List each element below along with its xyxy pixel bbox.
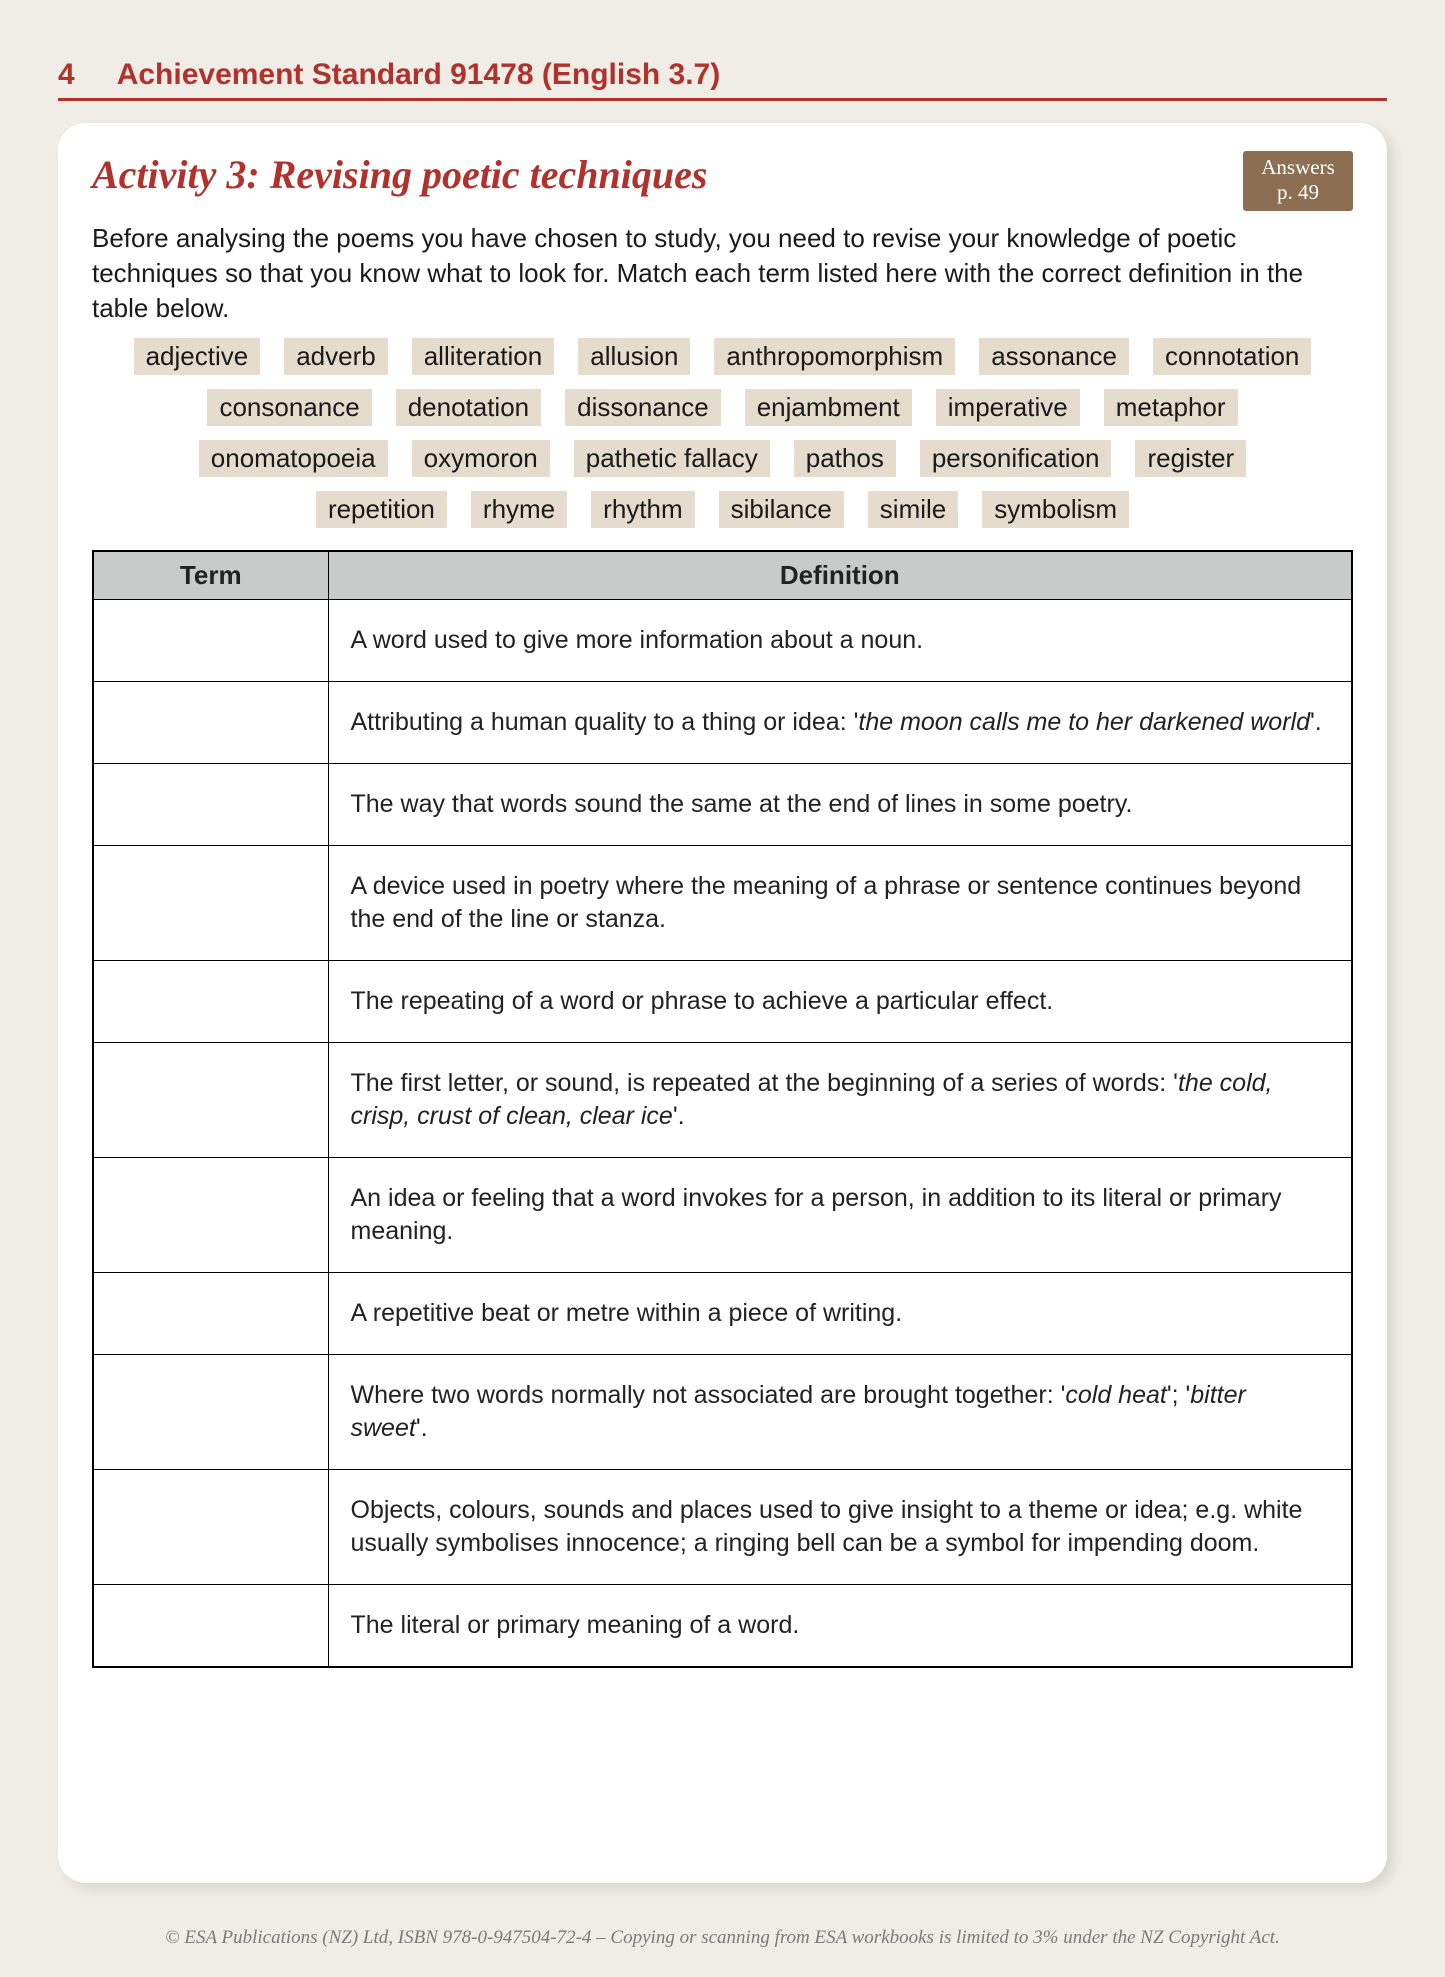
definition-cell: An idea or feeling that a word invokes f…	[328, 1157, 1352, 1272]
term-chip: register	[1135, 440, 1246, 477]
table-row: The first letter, or sound, is repeated …	[93, 1042, 1352, 1157]
term-cell[interactable]	[93, 1272, 328, 1354]
term-chip: adjective	[134, 338, 261, 375]
table-row: A word used to give more information abo…	[93, 599, 1352, 681]
term-chip: oxymoron	[412, 440, 550, 477]
table-row: Objects, colours, sounds and places used…	[93, 1469, 1352, 1584]
term-cell[interactable]	[93, 1157, 328, 1272]
term-chip: denotation	[396, 389, 541, 426]
term-chip: anthropomorphism	[714, 338, 955, 375]
term-chip: connotation	[1153, 338, 1311, 375]
answers-label: Answers	[1257, 155, 1339, 180]
term-cell[interactable]	[93, 1042, 328, 1157]
term-chip: enjambment	[745, 389, 912, 426]
term-chip: metaphor	[1104, 389, 1238, 426]
term-cell[interactable]	[93, 1584, 328, 1667]
table-row: The literal or primary meaning of a word…	[93, 1584, 1352, 1667]
th-term: Term	[93, 551, 328, 600]
term-cell[interactable]	[93, 845, 328, 960]
term-chip: allusion	[578, 338, 690, 375]
content-card: Activity 3: Revising poetic techniques A…	[58, 123, 1387, 1883]
term-chip: alliteration	[412, 338, 555, 375]
term-chip: personification	[920, 440, 1112, 477]
term-chip: assonance	[979, 338, 1129, 375]
term-chip: dissonance	[565, 389, 721, 426]
page-header: 4 Achievement Standard 91478 (English 3.…	[58, 58, 1387, 101]
page-number: 4	[58, 58, 75, 92]
term-cell[interactable]	[93, 599, 328, 681]
term-chip: onomatopoeia	[199, 440, 388, 477]
header-title: Achievement Standard 91478 (English 3.7)	[117, 58, 721, 92]
definition-cell: The first letter, or sound, is repeated …	[328, 1042, 1352, 1157]
footer-copyright: © ESA Publications (NZ) Ltd, ISBN 978-0-…	[0, 1927, 1445, 1949]
definition-cell: The repeating of a word or phrase to ach…	[328, 960, 1352, 1042]
definition-cell: The literal or primary meaning of a word…	[328, 1584, 1352, 1667]
activity-title: Activity 3: Revising poetic techniques	[92, 151, 707, 198]
term-chip: imperative	[936, 389, 1080, 426]
table-row: A device used in poetry where the meanin…	[93, 845, 1352, 960]
term-chip: consonance	[207, 389, 371, 426]
definition-cell: Attributing a human quality to a thing o…	[328, 681, 1352, 763]
table-row: The repeating of a word or phrase to ach…	[93, 960, 1352, 1042]
term-chip: rhythm	[591, 491, 694, 528]
table-row: Attributing a human quality to a thing o…	[93, 681, 1352, 763]
th-definition: Definition	[328, 551, 1352, 600]
term-cell[interactable]	[93, 1469, 328, 1584]
term-chip: pathos	[794, 440, 896, 477]
table-row: Where two words normally not associated …	[93, 1354, 1352, 1469]
term-cell[interactable]	[93, 681, 328, 763]
term-cell[interactable]	[93, 1354, 328, 1469]
definition-cell: A word used to give more information abo…	[328, 599, 1352, 681]
table-row: A repetitive beat or metre within a piec…	[93, 1272, 1352, 1354]
terms-bank: adjective adverb alliteration allusion anthr…	[132, 338, 1313, 528]
definition-cell: Objects, colours, sounds and places used…	[328, 1469, 1352, 1584]
answers-page: p. 49	[1257, 180, 1339, 205]
term-chip: adverb	[284, 338, 388, 375]
table-body: A word used to give more information abo…	[93, 599, 1352, 1667]
table-row: An idea or feeling that a word invokes f…	[93, 1157, 1352, 1272]
table-row: The way that words sound the same at the…	[93, 763, 1352, 845]
activity-header: Activity 3: Revising poetic techniques A…	[92, 151, 1353, 211]
definition-cell: A repetitive beat or metre within a piec…	[328, 1272, 1352, 1354]
definitions-table: Term Definition A word used to give more…	[92, 550, 1353, 1668]
answers-badge: Answers p. 49	[1243, 151, 1353, 211]
term-chip: pathetic fallacy	[574, 440, 770, 477]
term-chip: sibilance	[719, 491, 844, 528]
term-cell[interactable]	[93, 763, 328, 845]
activity-intro: Before analysing the poems you have chos…	[92, 221, 1353, 326]
term-chip: repetition	[316, 491, 447, 528]
term-chip: symbolism	[982, 491, 1129, 528]
definition-cell: A device used in poetry where the meanin…	[328, 845, 1352, 960]
definition-cell: Where two words normally not associated …	[328, 1354, 1352, 1469]
term-cell[interactable]	[93, 960, 328, 1042]
definition-cell: The way that words sound the same at the…	[328, 763, 1352, 845]
term-chip: rhyme	[471, 491, 567, 528]
term-chip: simile	[868, 491, 958, 528]
